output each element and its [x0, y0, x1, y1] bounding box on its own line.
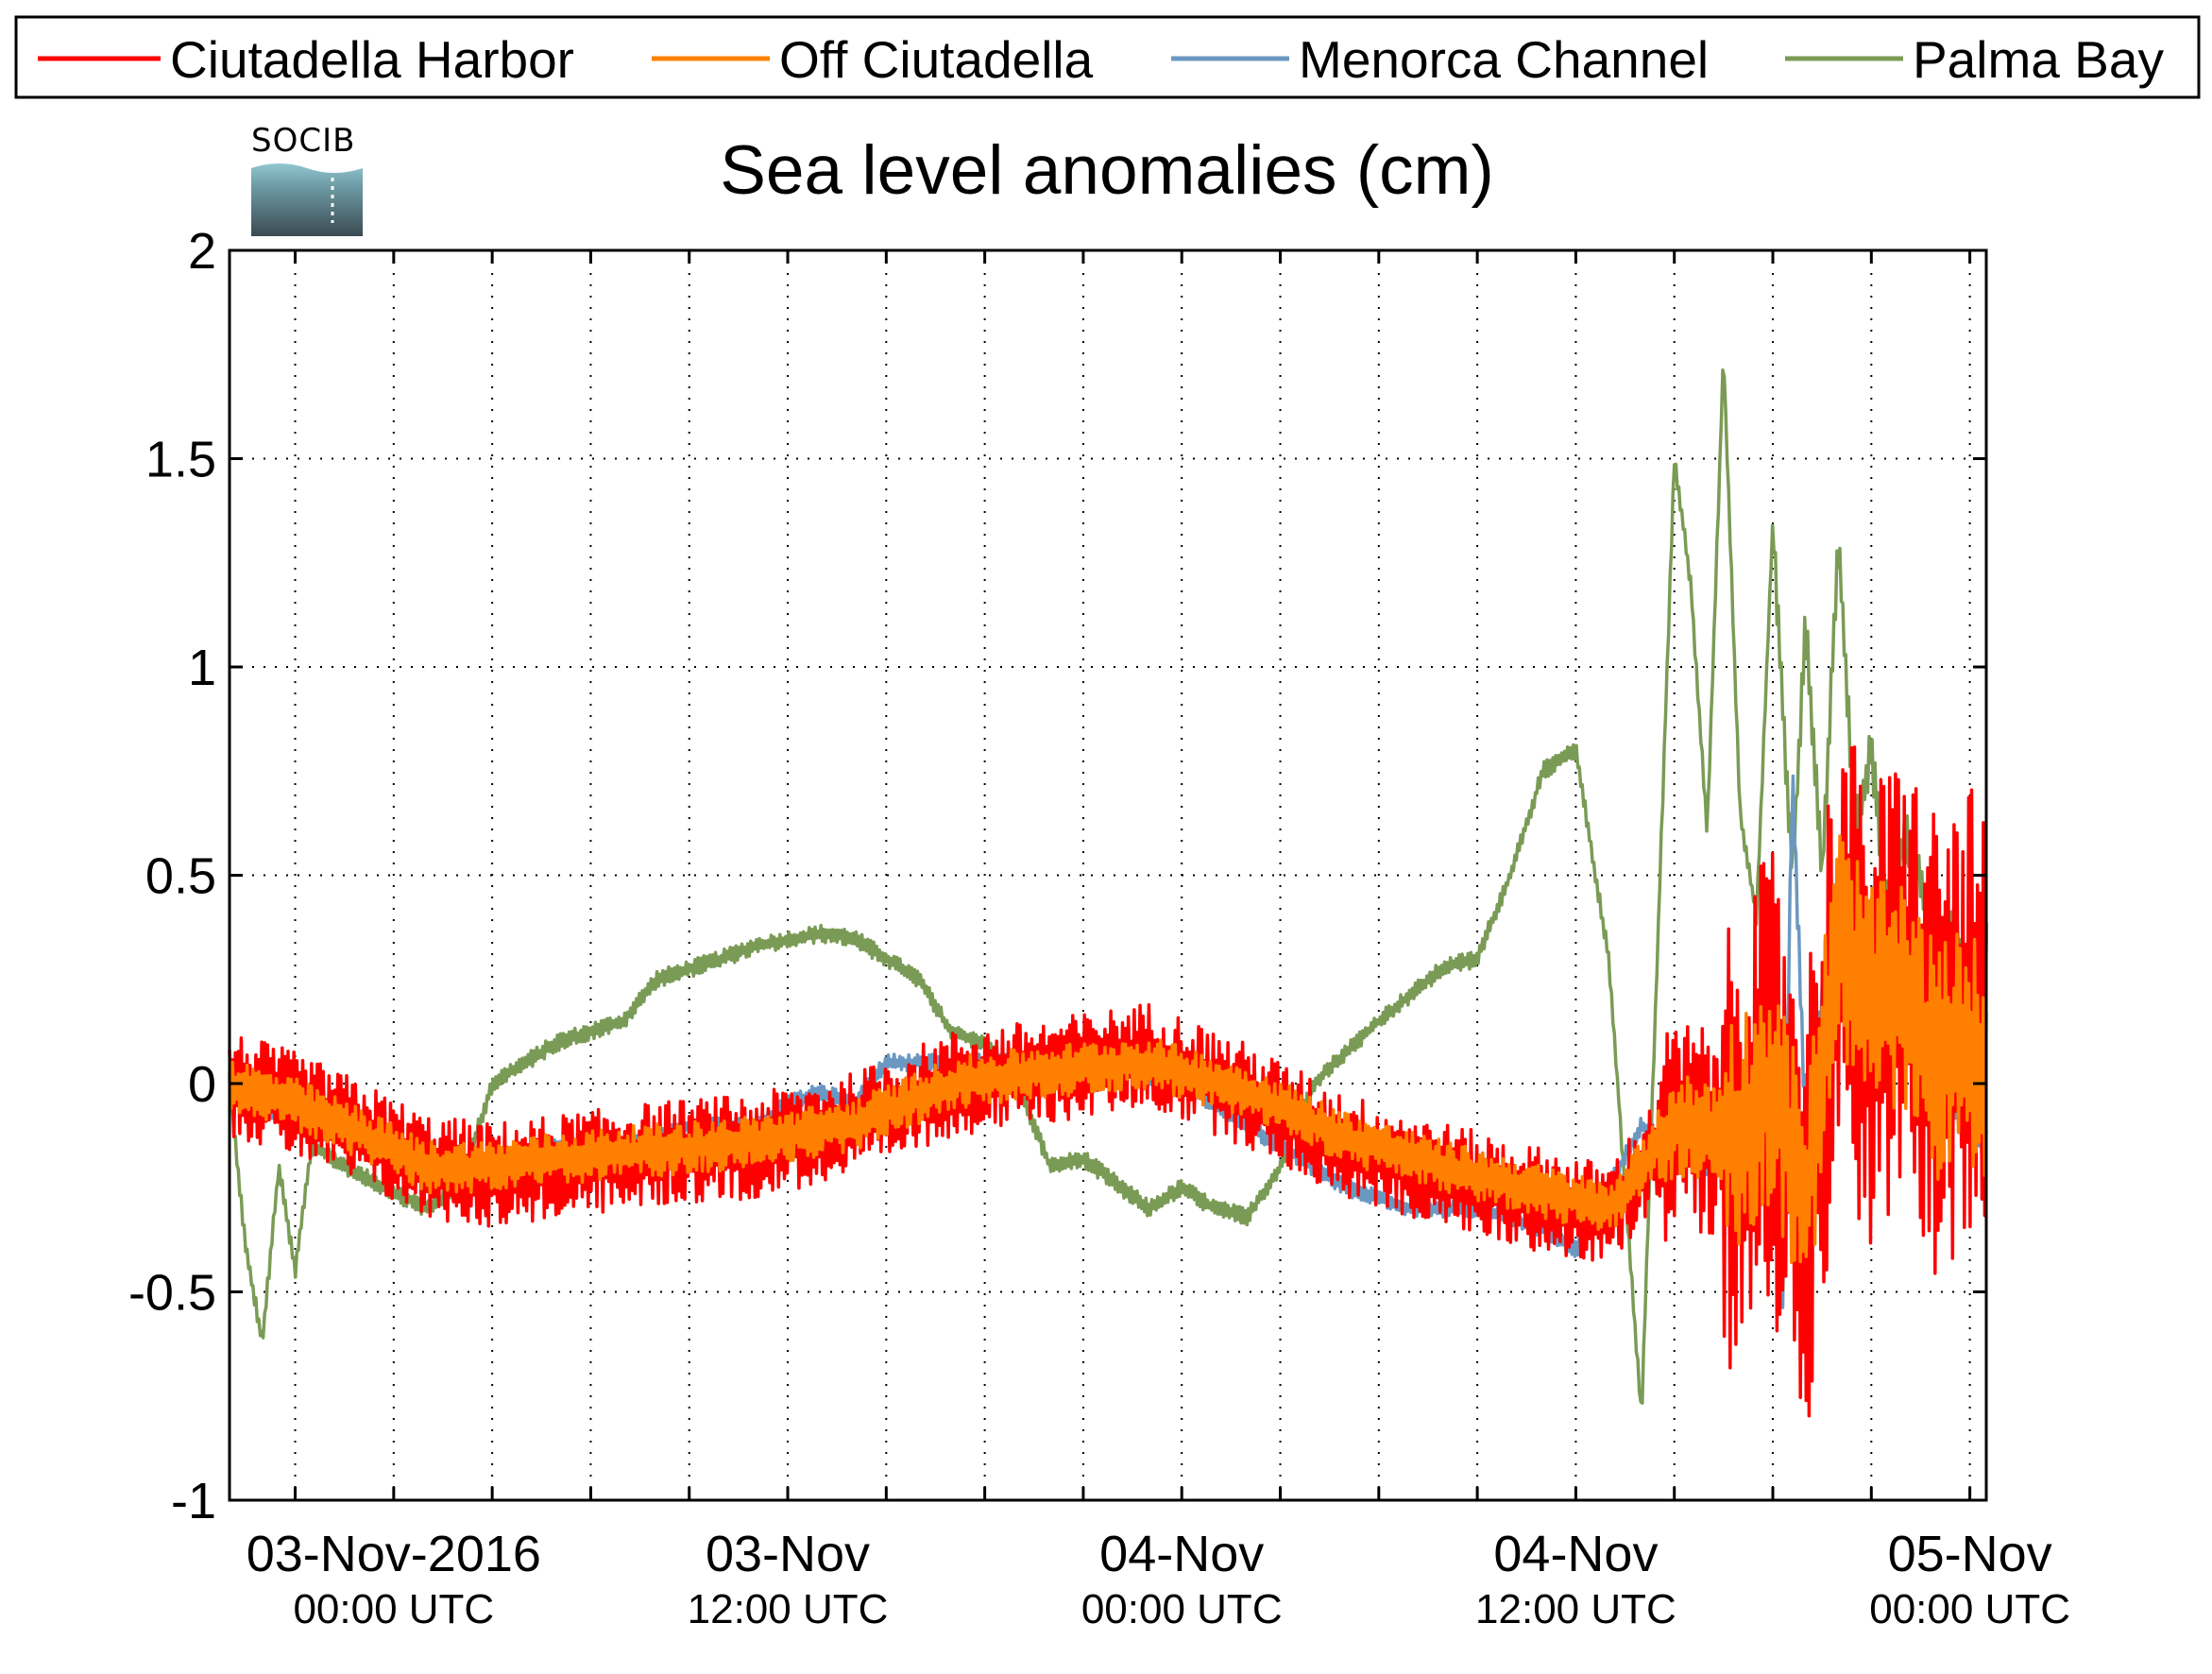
x-tick-label-date: 03-Nov	[706, 1526, 870, 1582]
chart-title: Sea level anomalies (cm)	[720, 132, 1494, 209]
y-tick-label: 1	[188, 640, 216, 696]
series-line-off-ciutadella	[228, 834, 1988, 1265]
x-tick-label-time: 12:00 UTC	[688, 1586, 889, 1632]
legend-label-menorca-channel: Menorca Channel	[1299, 30, 1709, 89]
axes	[228, 248, 1988, 1502]
y-tick-label: -0.5	[128, 1265, 216, 1322]
y-tick-label: 0	[188, 1056, 216, 1113]
y-tick-label: -1	[171, 1473, 216, 1529]
series-line-palma-bay	[228, 368, 1988, 1405]
x-tick-label-time: 00:00 UTC	[1869, 1586, 2070, 1632]
y-tick-labels: -1 -0.5 0 0.5 1 1.5 2	[128, 223, 216, 1529]
legend-label-ciutadella-harbor: Ciutadella Harbor	[170, 30, 574, 89]
y-tick-label: 1.5	[145, 432, 216, 488]
legend: Ciutadella Harbor Off Ciutadella Menorca…	[14, 15, 2201, 99]
x-tick-label-time: 12:00 UTC	[1475, 1586, 1676, 1632]
x-tick-label-date: 04-Nov	[1099, 1526, 1264, 1582]
y-tick-label: 0.5	[145, 848, 216, 905]
logo-text: SOCIB	[251, 122, 355, 160]
socib-logo: SOCIB	[251, 122, 363, 236]
series-layer	[228, 368, 1988, 1418]
x-tick-label-date: 03-Nov-2016	[247, 1526, 541, 1582]
x-tick-label-time: 00:00 UTC	[293, 1586, 494, 1632]
legend-label-palma-bay: Palma Bay	[1913, 30, 2164, 89]
series-line-ciutadella-harbor	[228, 745, 1988, 1418]
logo-wave-icon	[251, 157, 363, 173]
y-tick-label: 2	[188, 223, 216, 280]
x-tick-label-time: 00:00 UTC	[1081, 1586, 1283, 1632]
x-tick-label-date: 04-Nov	[1493, 1526, 1658, 1582]
x-tick-label-date: 05-Nov	[1888, 1526, 2052, 1582]
legend-label-off-ciutadella: Off Ciutadella	[779, 30, 1094, 89]
